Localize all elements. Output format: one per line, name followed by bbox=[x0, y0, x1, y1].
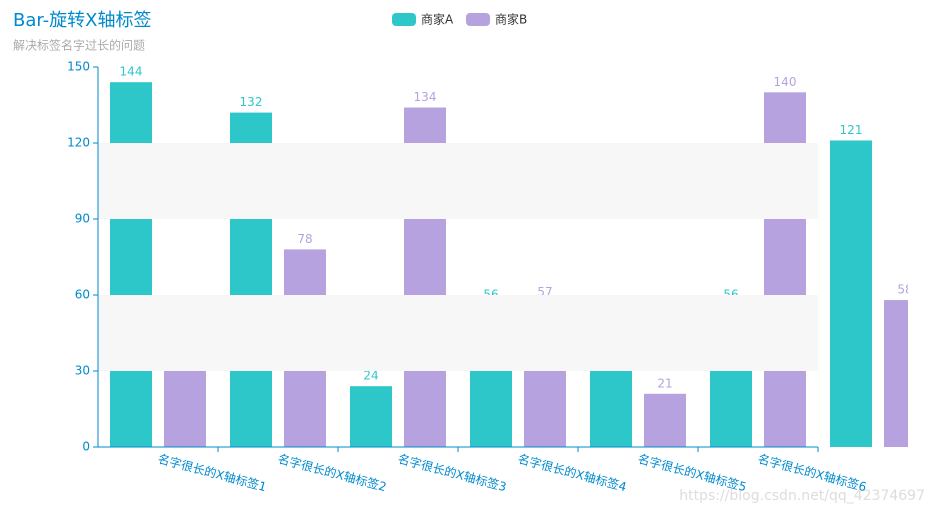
bar bbox=[164, 368, 206, 447]
legend-swatch bbox=[466, 13, 490, 26]
bar bbox=[350, 386, 392, 447]
bar bbox=[884, 300, 908, 447]
bar bbox=[110, 82, 152, 447]
split-area bbox=[98, 143, 818, 219]
x-tick-label: 名字很长的X轴标签2 bbox=[276, 451, 388, 494]
plot: 144311327824134565746215614012158 bbox=[110, 65, 912, 448]
legend-label: 商家B bbox=[495, 12, 527, 27]
chart-title: Bar-旋转X轴标签 bbox=[13, 10, 151, 31]
y-tick-label: 60 bbox=[75, 288, 90, 302]
value-label: 144 bbox=[120, 65, 143, 79]
legend-label: 商家A bbox=[421, 12, 454, 27]
value-label: 21 bbox=[657, 376, 672, 390]
value-label: 132 bbox=[240, 95, 263, 109]
bar bbox=[644, 393, 686, 447]
y-tick-label: 90 bbox=[75, 212, 90, 226]
value-label: 58 bbox=[897, 283, 912, 297]
y-tick-label: 30 bbox=[75, 364, 90, 378]
chart-subtitle: 解决标签名字过长的问题 bbox=[13, 38, 145, 53]
value-label: 140 bbox=[774, 75, 797, 89]
x-tick-label: 名字很长的X轴标签1 bbox=[156, 451, 268, 494]
value-label: 78 bbox=[297, 232, 312, 246]
y-tick-label: 0 bbox=[82, 440, 90, 454]
legend-swatch bbox=[392, 13, 416, 26]
bar bbox=[830, 140, 872, 447]
value-label: 24 bbox=[363, 369, 378, 383]
value-label: 121 bbox=[840, 123, 863, 137]
x-tick-label: 名字很长的X轴标签3 bbox=[396, 451, 508, 494]
value-label: 134 bbox=[414, 90, 437, 104]
y-tick-label: 150 bbox=[67, 60, 90, 74]
watermark: https://blog.csdn.net/qq_42374697 bbox=[679, 488, 925, 504]
x-tick-label: 名字很长的X轴标签4 bbox=[516, 451, 628, 494]
y-tick-label: 120 bbox=[67, 136, 90, 150]
split-area bbox=[98, 295, 818, 371]
